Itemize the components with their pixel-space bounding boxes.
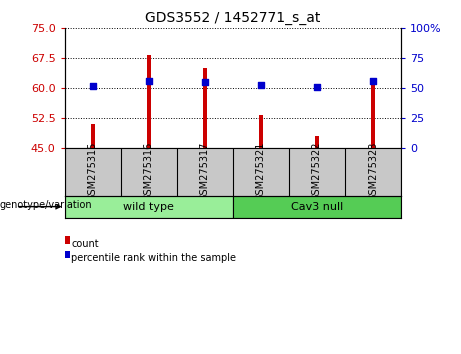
Bar xyxy=(65,195,233,218)
Text: Cav3 null: Cav3 null xyxy=(291,202,343,212)
Text: GSM275317: GSM275317 xyxy=(200,142,210,201)
Text: GSM275315: GSM275315 xyxy=(88,142,98,201)
Title: GDS3552 / 1452771_s_at: GDS3552 / 1452771_s_at xyxy=(145,11,320,24)
Bar xyxy=(233,195,401,218)
Text: GSM275316: GSM275316 xyxy=(144,142,154,201)
Text: GSM275321: GSM275321 xyxy=(256,142,266,201)
Bar xyxy=(315,136,319,148)
Point xyxy=(257,82,265,88)
Text: count: count xyxy=(71,239,99,249)
Bar xyxy=(147,55,151,148)
Bar xyxy=(91,124,95,148)
Text: wild type: wild type xyxy=(123,202,174,212)
Bar xyxy=(259,115,263,148)
Point xyxy=(145,79,152,84)
Point xyxy=(201,79,208,85)
Bar xyxy=(371,84,375,148)
Text: GSM275322: GSM275322 xyxy=(312,142,322,201)
Text: percentile rank within the sample: percentile rank within the sample xyxy=(71,253,236,263)
Text: genotype/variation: genotype/variation xyxy=(0,200,93,210)
Point xyxy=(369,79,377,84)
Text: GSM275323: GSM275323 xyxy=(368,142,378,201)
Point xyxy=(313,84,321,90)
Bar xyxy=(203,68,207,148)
Point xyxy=(89,83,96,88)
